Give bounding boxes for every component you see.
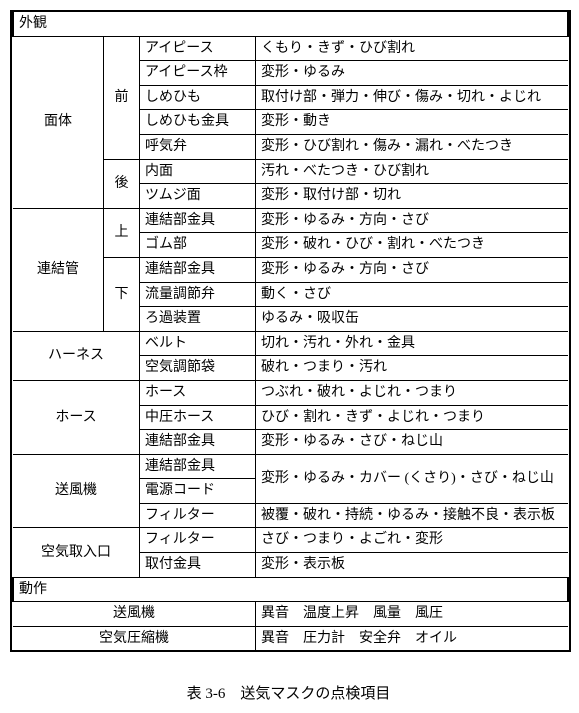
- sub-shita: 下: [104, 257, 140, 331]
- item-chuuatsu-hose: 中圧ホース: [140, 405, 256, 430]
- item-kuuki-filter: フィルター: [140, 528, 256, 553]
- check-renketsu-ue-kanagu: 変形・ゆるみ・方向・さび: [256, 208, 569, 233]
- sub-ue: 上: [104, 208, 140, 257]
- item-tsumuji: ツムジ面: [140, 184, 256, 209]
- check-toritsuke-kanagu: 変形・表示板: [256, 553, 569, 578]
- dousa-asshukuki-label: 空気圧縮機: [13, 626, 256, 650]
- item-renketsu-ue-kanagu: 連結部金具: [140, 208, 256, 233]
- item-renketsu-shita-kanagu: 連結部金具: [140, 257, 256, 282]
- check-renketsu-shita-kanagu: 変形・ゆるみ・方向・さび: [256, 257, 569, 282]
- dousa-asshukuki-check: 異音 圧力計 安全弁 オイル: [256, 626, 569, 650]
- check-soufuuki-renketsu: 変形・ゆるみ・カバー (くさり)・さび・ねじ山: [256, 454, 569, 503]
- item-hose: ホース: [140, 380, 256, 405]
- check-hose-renketsu: 変形・ゆるみ・さび・ねじ山: [256, 430, 569, 455]
- inspection-table: 外観 面体 前 アイピース くもり・きず・ひび割れ アイピース枠変形・ゆるみ し…: [10, 10, 571, 652]
- check-naimen: 汚れ・べたつき・ひび割れ: [256, 159, 569, 184]
- check-tsumuji: 変形・取付け部・切れ: [256, 184, 569, 209]
- dousa-soufuuki-label: 送風機: [13, 602, 256, 627]
- item-shimehimo: しめひも: [140, 85, 256, 110]
- item-eyepiece: アイピース: [140, 36, 256, 61]
- check-kokiben: 変形・ひび割れ・傷み・漏れ・べたつき: [256, 134, 569, 159]
- item-hose-renketsu: 連結部金具: [140, 430, 256, 455]
- dousa-soufuuki-check: 異音 温度上昇 風量 風圧: [256, 602, 569, 627]
- section-appearance: 外観: [13, 12, 568, 36]
- item-ryuuryou: 流量調節弁: [140, 282, 256, 307]
- item-naimen: 内面: [140, 159, 256, 184]
- check-chuuatsu-hose: ひび・割れ・きず・よじれ・つまり: [256, 405, 569, 430]
- item-gomubu: ゴム部: [140, 233, 256, 258]
- check-dengen: 被覆・破れ・持続・ゆるみ・接触不良・表示板: [256, 503, 569, 528]
- check-hose: つぶれ・破れ・よじれ・つまり: [256, 380, 569, 405]
- group-kuuki-toriireguchi: 空気取入口: [13, 528, 140, 577]
- item-dengen: 電源コード: [140, 479, 256, 504]
- item-kuuki-chousetsu: 空気調節袋: [140, 356, 256, 381]
- check-roka: ゆるみ・吸収缶: [256, 307, 569, 332]
- check-belt: 切れ・汚れ・外れ・金具: [256, 331, 569, 356]
- check-shimehimo: 取付け部・弾力・伸び・傷み・切れ・よじれ: [256, 85, 569, 110]
- item-roka: ろ過装置: [140, 307, 256, 332]
- item-soufuuki-renketsu: 連結部金具: [140, 454, 256, 479]
- check-filter-kuuki: さび・つまり・よごれ・変形: [256, 528, 569, 553]
- item-eyepiece-frame: アイピース枠: [140, 61, 256, 86]
- check-ryuuryou: 動く・さび: [256, 282, 569, 307]
- group-hose: ホース: [13, 380, 140, 454]
- check-gomubu: 変形・破れ・ひび・割れ・べたつき: [256, 233, 569, 258]
- item-toritsuke-kanagu: 取付金具: [140, 553, 256, 578]
- check-eyepiece-frame: 変形・ゆるみ: [256, 61, 569, 86]
- group-mentai: 面体: [13, 36, 104, 208]
- item-belt: ベルト: [140, 331, 256, 356]
- check-eyepiece: くもり・きず・ひび割れ: [256, 36, 569, 61]
- group-harness: ハーネス: [13, 331, 140, 380]
- section-operation: 動作: [13, 577, 568, 602]
- sub-mae: 前: [104, 36, 140, 159]
- item-soufuuki-filter: フィルター: [140, 503, 256, 528]
- item-shimehimo-kanagu: しめひも金具: [140, 110, 256, 135]
- sub-ato: 後: [104, 159, 140, 208]
- item-kokiben: 呼気弁: [140, 134, 256, 159]
- group-renketsukan: 連結管: [13, 208, 104, 331]
- table-caption: 表 3-6 送気マスクの点検項目: [10, 682, 567, 703]
- check-shimehimo-kanagu: 変形・動き: [256, 110, 569, 135]
- group-soufuuki: 送風機: [13, 454, 140, 528]
- check-kuuki-chousetsu: 破れ・つまり・汚れ: [256, 356, 569, 381]
